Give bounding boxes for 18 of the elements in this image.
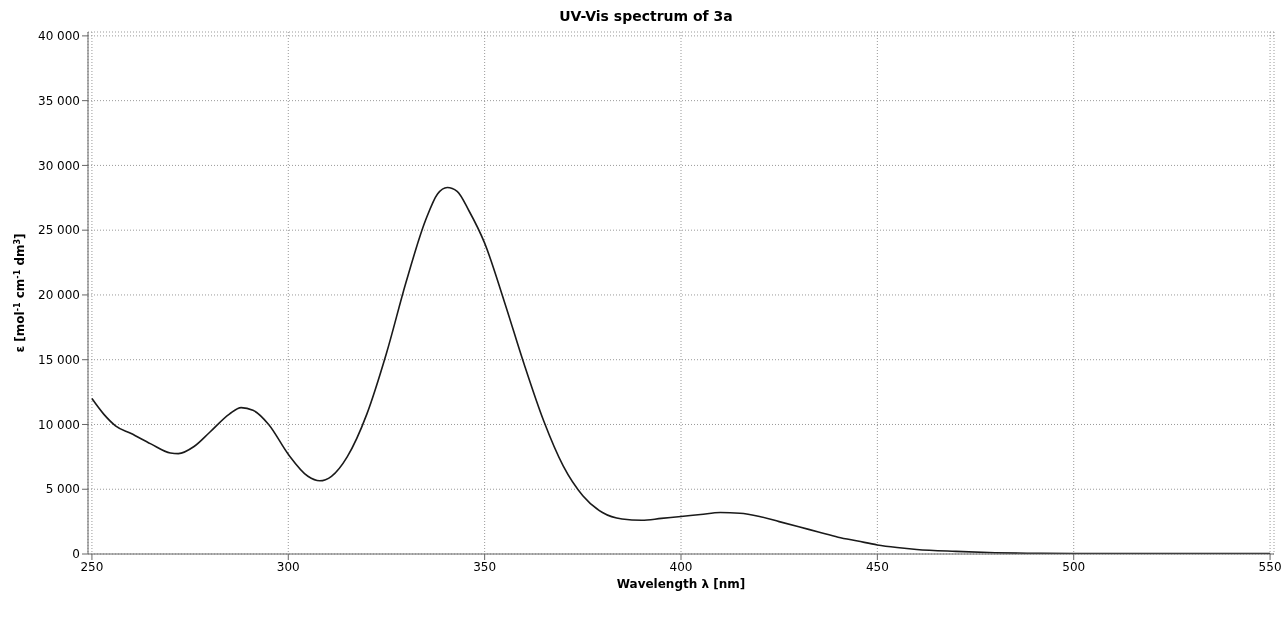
x-tick-label: 400 xyxy=(669,559,693,574)
y-tick-label: 10 000 xyxy=(38,417,80,432)
x-tick-label: 550 xyxy=(1258,559,1282,574)
y-tick-label: 20 000 xyxy=(38,288,80,303)
y-tick-label: 15 000 xyxy=(38,352,80,367)
chart-title: UV-Vis spectrum of 3a xyxy=(558,8,734,24)
x-tick-label: 500 xyxy=(1062,559,1086,574)
y-tick-label: 25 000 xyxy=(38,223,80,238)
x-axis-title: Wavelength λ [nm] xyxy=(616,577,746,591)
y-tick-label: 30 000 xyxy=(38,158,80,173)
x-tick-label: 250 xyxy=(80,559,104,574)
x-tick-label: 350 xyxy=(473,559,497,574)
x-tick-label: 300 xyxy=(276,559,300,574)
y-tick-label: 0 xyxy=(72,547,80,562)
y-tick-label: 5 000 xyxy=(45,482,80,497)
y-tick-label: 40 000 xyxy=(38,29,80,44)
y-tick-label: 35 000 xyxy=(38,93,80,108)
x-tick-label: 450 xyxy=(865,559,889,574)
